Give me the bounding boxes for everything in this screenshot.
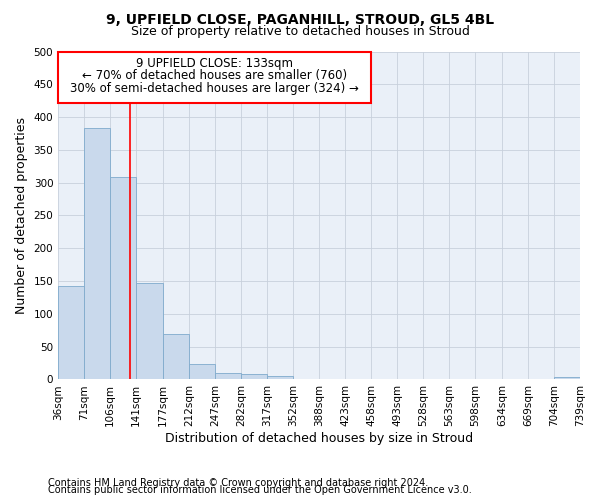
Bar xyxy=(136,283,163,380)
Text: Contains public sector information licensed under the Open Government Licence v3: Contains public sector information licen… xyxy=(48,485,472,495)
Text: Contains HM Land Registry data © Crown copyright and database right 2024.: Contains HM Land Registry data © Crown c… xyxy=(48,478,428,488)
Bar xyxy=(189,364,215,380)
X-axis label: Distribution of detached houses by size in Stroud: Distribution of detached houses by size … xyxy=(165,432,473,445)
Text: ← 70% of detached houses are smaller (760): ← 70% of detached houses are smaller (76… xyxy=(82,69,347,82)
Bar xyxy=(554,377,580,380)
Text: 9, UPFIELD CLOSE, PAGANHILL, STROUD, GL5 4BL: 9, UPFIELD CLOSE, PAGANHILL, STROUD, GL5… xyxy=(106,12,494,26)
Bar xyxy=(293,379,319,380)
Bar xyxy=(58,286,84,380)
Bar xyxy=(267,376,293,380)
Bar xyxy=(110,178,136,380)
Bar xyxy=(241,374,266,380)
Bar xyxy=(85,128,110,380)
Bar xyxy=(58,52,371,102)
Bar xyxy=(163,334,188,380)
Text: 9 UPFIELD CLOSE: 133sqm: 9 UPFIELD CLOSE: 133sqm xyxy=(136,56,293,70)
Bar xyxy=(215,373,241,380)
Y-axis label: Number of detached properties: Number of detached properties xyxy=(15,117,28,314)
Text: Size of property relative to detached houses in Stroud: Size of property relative to detached ho… xyxy=(131,25,469,38)
Text: 30% of semi-detached houses are larger (324) →: 30% of semi-detached houses are larger (… xyxy=(70,82,359,94)
